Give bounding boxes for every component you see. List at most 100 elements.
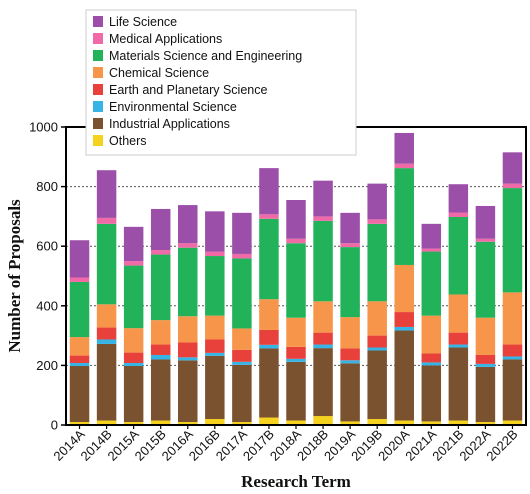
bar-segment [123, 226, 144, 262]
bar-segment [448, 344, 469, 348]
bar-segment [448, 420, 469, 425]
bar-segment [69, 365, 90, 423]
bar-segment [286, 200, 306, 239]
bars [69, 132, 523, 425]
bar-segment [259, 218, 279, 300]
bar-segment [123, 365, 144, 423]
legend-swatch [93, 67, 103, 78]
bar-segment [150, 359, 171, 421]
bar-segment [394, 330, 414, 421]
bar-segment [421, 365, 442, 422]
bar-segment [259, 348, 279, 418]
bar-segment [286, 346, 306, 359]
bar-segment [502, 183, 523, 189]
bar-segment [313, 348, 333, 417]
bar-segment [232, 328, 252, 350]
bar-segment [394, 132, 414, 164]
bar-segment [205, 251, 225, 257]
bar-segment [475, 354, 496, 364]
bar-segment [178, 243, 198, 248]
bar-segment [421, 353, 442, 363]
bar-segment [69, 422, 90, 425]
bar-segment [96, 223, 117, 305]
bar-segment [259, 329, 279, 345]
bar-segment [123, 261, 144, 266]
bar-segment [150, 250, 171, 255]
bar-segment [475, 238, 496, 242]
legend-label: Environmental Science [109, 100, 237, 114]
bar-segment [150, 420, 171, 425]
bar-segment [69, 240, 90, 278]
bar-segment [340, 212, 360, 244]
bar-segment [205, 211, 225, 252]
bar-segment [123, 363, 144, 366]
bar-segment [313, 216, 333, 221]
bar-segment [367, 183, 387, 220]
legend-label: Earth and Planetary Science [109, 83, 267, 97]
bar-segment [259, 344, 279, 349]
bar-segment [123, 328, 144, 353]
bar-segment [367, 335, 387, 348]
bar-segment [259, 214, 279, 219]
bar-segment [475, 317, 496, 355]
y-tick-label: 0 [51, 418, 58, 433]
bar-segment [394, 420, 414, 425]
legend-label: Medical Applications [109, 32, 222, 46]
legend-swatch [93, 84, 103, 95]
legend-label: Chemical Science [109, 66, 209, 80]
bar-segment [340, 317, 360, 349]
bar-segment [178, 205, 198, 244]
bar-segment [232, 253, 252, 259]
bar-segment [96, 304, 117, 328]
bar-segment [232, 422, 252, 425]
bar-segment [178, 247, 198, 317]
legend-label: Industrial Applications [109, 117, 230, 131]
bar-segment [448, 347, 469, 421]
bar-segment [475, 366, 496, 423]
bar-segment [394, 163, 414, 169]
legend-label: Others [109, 134, 147, 148]
bar-segment [502, 188, 523, 293]
bar-segment [502, 152, 523, 184]
bar-segment [69, 355, 90, 364]
bar-segment [96, 343, 117, 421]
bar-segment [421, 421, 442, 425]
bar-segment [340, 243, 360, 248]
bar-segment [96, 327, 117, 340]
bar-segment [313, 180, 333, 217]
bar-segment [286, 317, 306, 347]
bar-segment [367, 219, 387, 224]
bar-segment [421, 362, 442, 366]
bar-segment [367, 347, 387, 351]
bar-segment [394, 264, 414, 313]
bar-segment [313, 220, 333, 302]
bar-segment [69, 363, 90, 366]
bar-segment [313, 416, 333, 425]
legend-swatch [93, 16, 103, 27]
legend-swatch [93, 135, 103, 146]
bar-segment [232, 212, 252, 254]
bar-segment [178, 360, 198, 423]
bar-segment [475, 205, 496, 239]
bar-segment [340, 360, 360, 364]
bar-segment [123, 352, 144, 364]
bar-segment [96, 420, 117, 425]
bar-segment [150, 320, 171, 345]
legend-label: Life Science [109, 15, 177, 29]
legend: Life Science Medical Applications Material… [85, 9, 357, 156]
bar-segment [448, 294, 469, 333]
bar-segment [96, 339, 117, 344]
bar-segment [448, 184, 469, 213]
bar-segment [286, 361, 306, 421]
bar-segment [123, 422, 144, 425]
bar-segment [394, 168, 414, 265]
bar-segment [367, 301, 387, 336]
bar-segment [150, 254, 171, 321]
bar-segment [69, 337, 90, 356]
bar-segment [286, 420, 306, 425]
bar-segment [313, 301, 333, 333]
legend-swatch [93, 118, 103, 129]
bar-segment [502, 359, 523, 421]
bar-segment [502, 420, 523, 425]
bar-segment [69, 281, 90, 338]
